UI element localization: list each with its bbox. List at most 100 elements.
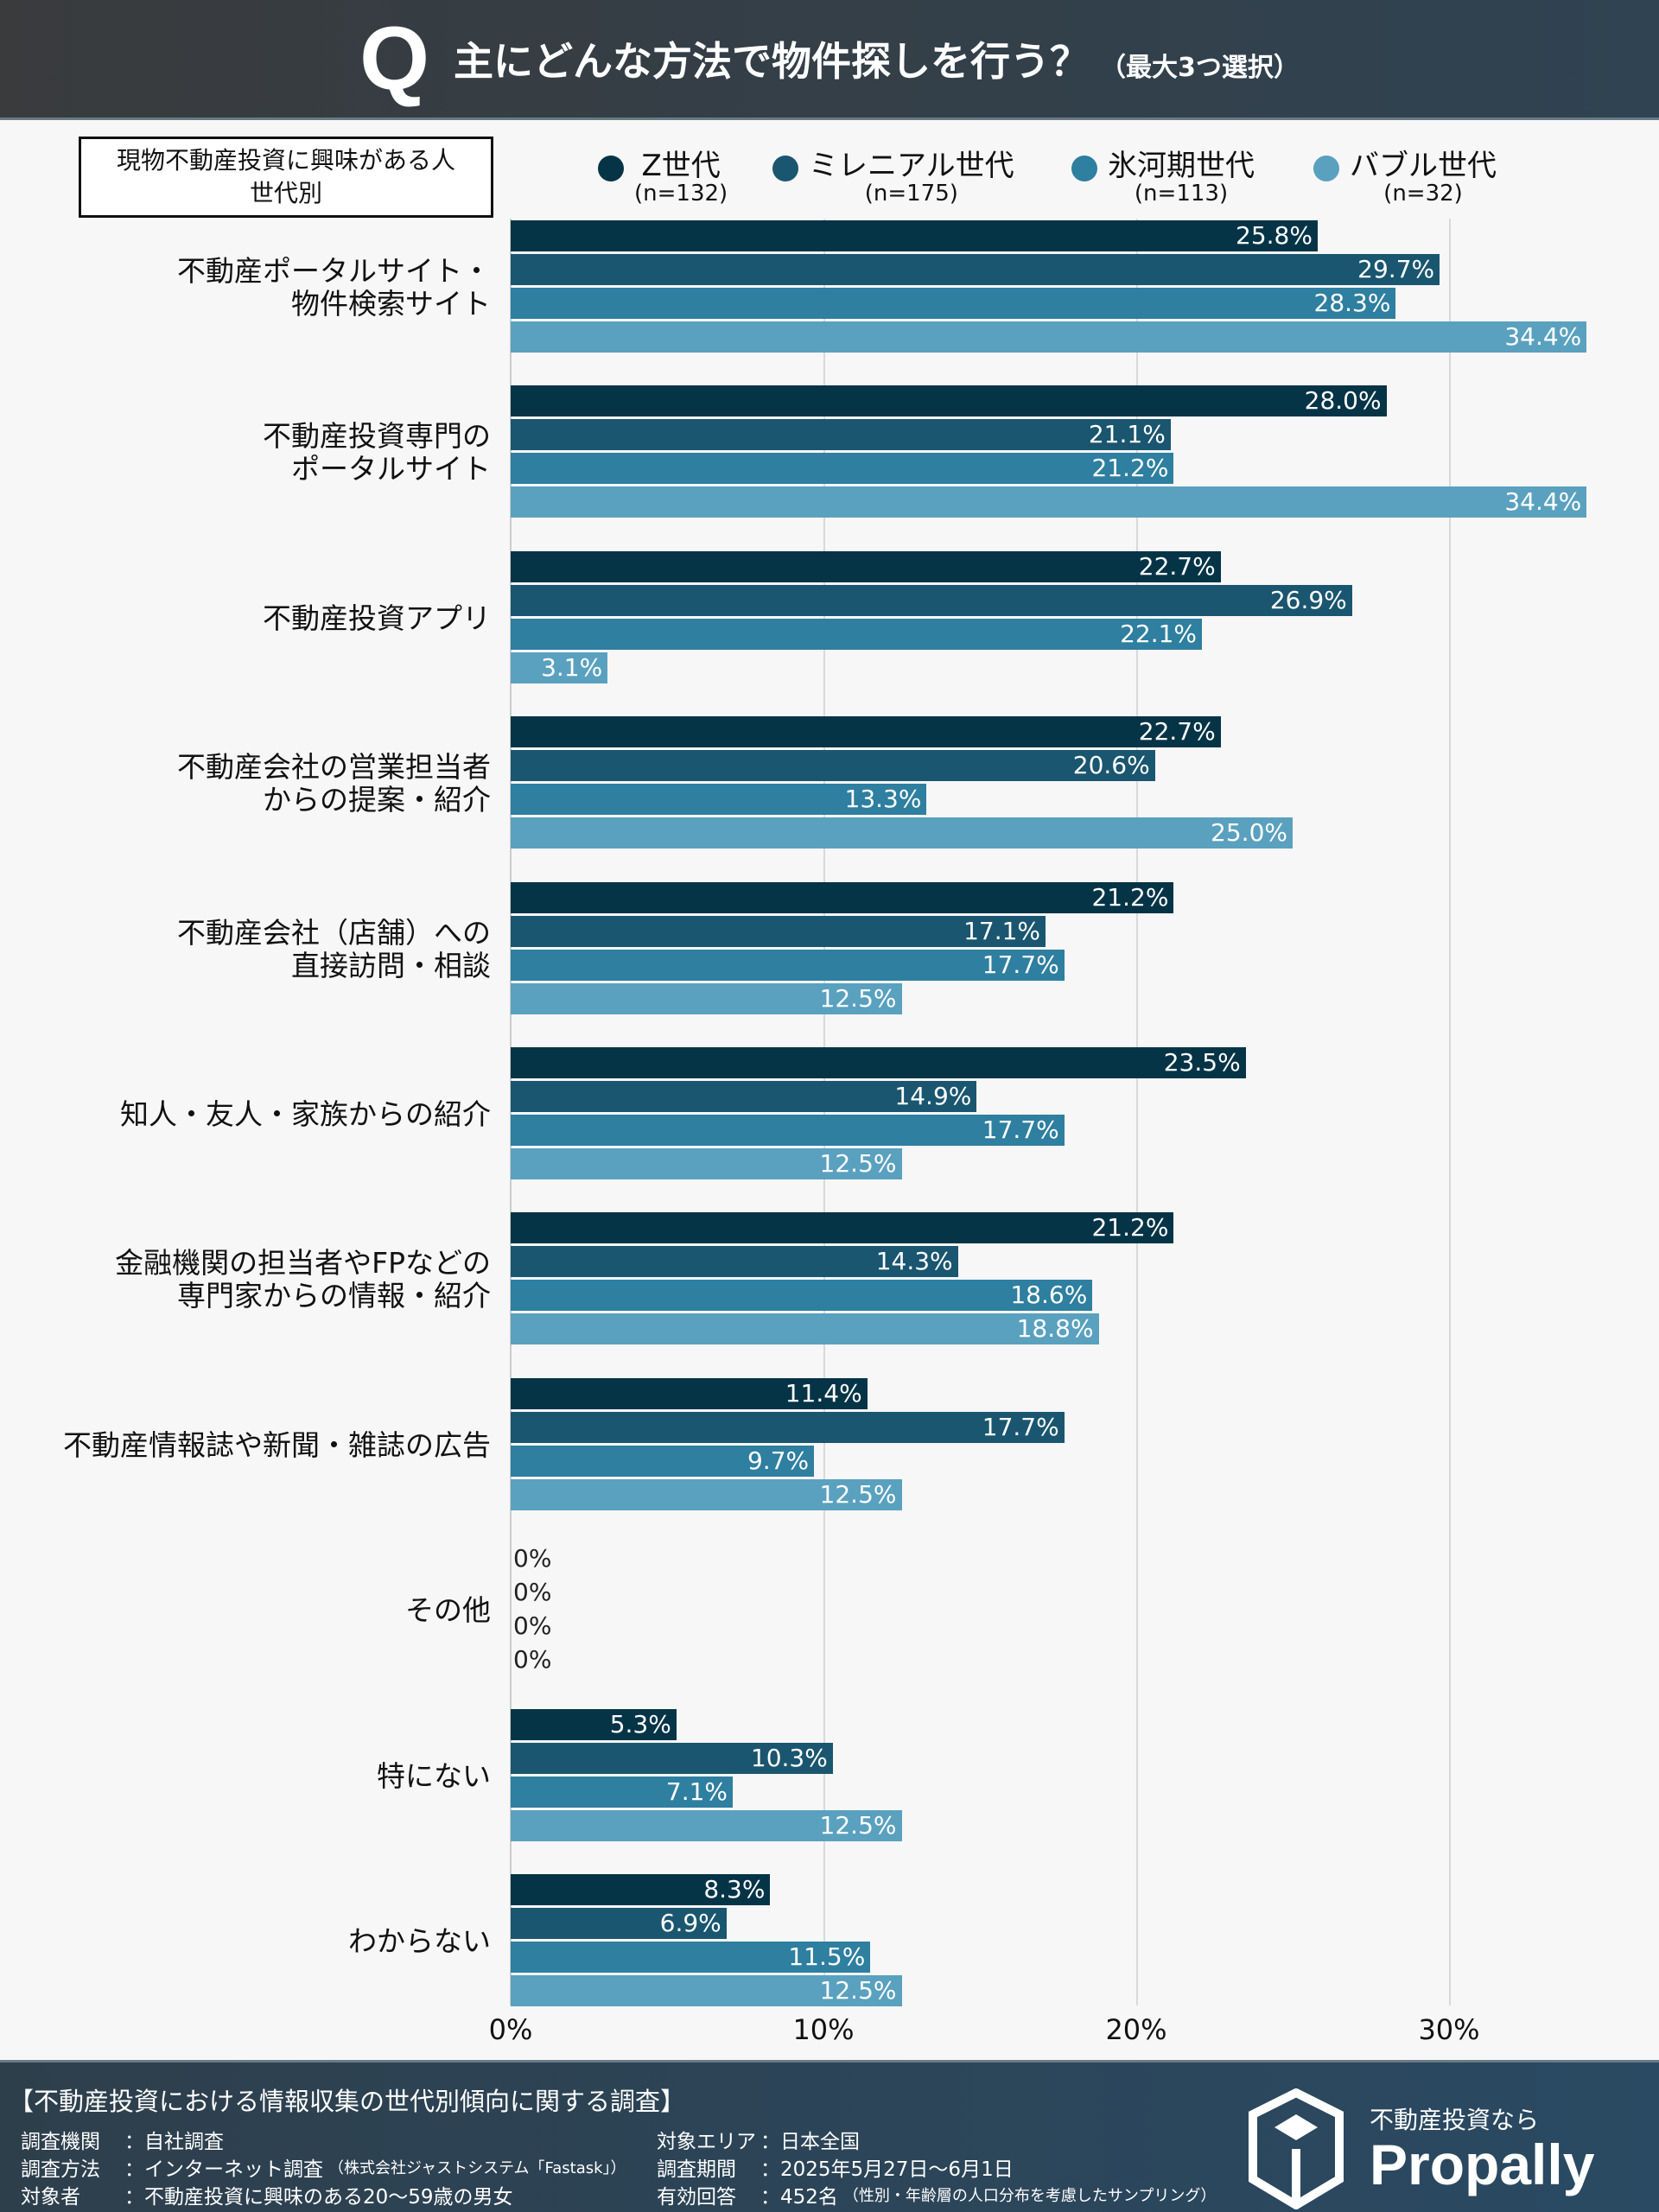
bar <box>511 1445 815 1477</box>
bar-value-label: 11.4% <box>785 1378 862 1408</box>
bar <box>511 881 1174 913</box>
survey-info-row: 対象エリア ：日本全国 <box>657 2125 860 2154</box>
bar-value-label: 8.3% <box>703 1875 766 1904</box>
legend-name: バブル世代 <box>1350 149 1497 183</box>
survey-info-value: ：452名 <box>760 2186 838 2209</box>
legend-dot-icon <box>1071 156 1097 181</box>
bar-value-label: 20.6% <box>1072 751 1150 780</box>
legend-name: Z世代 <box>641 149 721 183</box>
category-label: 不動産会社（店舗）への 直接訪問・相談 <box>177 915 491 982</box>
survey-info-key: 調査期間 <box>657 2158 736 2181</box>
bar <box>511 982 902 1014</box>
bar <box>511 419 1171 451</box>
bar <box>511 1313 1099 1345</box>
bar <box>511 1809 902 1841</box>
bar-value-label: 5.3% <box>609 1709 671 1738</box>
bar <box>511 584 1352 616</box>
category-label-line: 不動産ポータルサイト・ <box>177 254 491 288</box>
legend-text: 氷河期世代 (n=113) <box>1108 149 1255 207</box>
bar-value-label: 0% <box>513 1578 552 1607</box>
bar-value-label: 14.3% <box>875 1247 953 1276</box>
bar <box>511 1975 902 2006</box>
legend-box-line2: 世代別 <box>249 179 322 207</box>
legend-box: 現物不動産投資に興味がある人 世代別 <box>79 137 493 218</box>
legend-item: 氷河期世代 (n=113) <box>1071 149 1255 207</box>
bar <box>511 453 1174 485</box>
legend-n: (n=113) <box>1134 181 1229 207</box>
category-label-line: 不動産投資アプリ <box>263 601 491 635</box>
bar-value-label: 17.7% <box>982 1116 1059 1144</box>
bar-value-label: 26.9% <box>1269 585 1347 614</box>
bar-value-label: 18.8% <box>1016 1314 1094 1344</box>
category-label: 知人・友人・家族からの紹介 <box>120 1098 491 1131</box>
legend-name: 氷河期世代 <box>1108 149 1255 183</box>
survey-info-key: 対象者 <box>21 2186 80 2209</box>
survey-info-key: 調査機関 <box>21 2131 100 2153</box>
legend-name: ミレニアル世代 <box>809 149 1014 183</box>
survey-info-note: （株式会社ジャストシステム「Fastask」） <box>328 2159 626 2177</box>
category-label: 不動産会社の営業担当者 からの提案・紹介 <box>177 751 491 817</box>
bar <box>511 915 1046 947</box>
bar <box>511 1478 902 1510</box>
bar-value-label: 34.4% <box>1504 322 1582 351</box>
bar <box>511 321 1587 353</box>
legend-text: Z世代 (n=132) <box>634 149 728 207</box>
bar <box>511 618 1203 650</box>
bar <box>511 1115 1065 1146</box>
survey-info-row: 調査方法 ：インターネット調査 （株式会社ジャストシステム「Fastask」） <box>21 2152 626 2182</box>
gridline <box>823 219 825 2005</box>
bar <box>511 486 1587 518</box>
bar-value-label: 12.5% <box>819 983 897 1013</box>
bar <box>511 1742 833 1774</box>
x-tick-label: 10% <box>792 2013 855 2046</box>
bar-value-label: 21.2% <box>1091 882 1169 912</box>
bar-value-label: 6.9% <box>659 1909 721 1937</box>
category-label: 金融機関の担当者やFPなどの 専門家からの情報・紹介 <box>115 1247 491 1313</box>
bar-value-label: 23.5% <box>1163 1048 1241 1077</box>
chart: 0% 10% 20% 30% 不動産ポータルサイト・ 物件検索サイト 25.8% 29.7% 2… <box>63 219 1587 2046</box>
category-label-line: ポータルサイト <box>291 452 491 486</box>
legend-n: (n=132) <box>634 181 728 207</box>
bar-value-label: 0% <box>513 1544 552 1573</box>
bar-value-label: 0% <box>513 1645 552 1675</box>
y-axis-line <box>510 219 512 2005</box>
bar-value-label: 25.0% <box>1211 818 1287 848</box>
bar-value-label: 29.7% <box>1357 255 1435 283</box>
survey-info-value: ：2025年5月27日〜6月1日 <box>760 2158 1014 2181</box>
category-label-line: 特にない <box>377 1758 491 1793</box>
survey-info-key: 調査方法 <box>21 2158 100 2181</box>
x-tick-label: 20% <box>1105 2013 1167 2046</box>
category-label: 不動産ポータルサイト・ 物件検索サイト <box>177 255 491 321</box>
category-label-line: 専門家からの情報・紹介 <box>177 1279 491 1313</box>
bar-value-label: 18.6% <box>1010 1281 1088 1310</box>
bar <box>511 385 1387 417</box>
survey-info-key: 有効回答 <box>657 2186 736 2209</box>
legend-n: (n=175) <box>864 181 958 207</box>
bar-value-label: 11.5% <box>788 1942 866 1971</box>
bar-value-label: 28.0% <box>1304 386 1382 416</box>
legend-item: バブル世代 (n=32) <box>1313 149 1497 207</box>
category-label-line: 不動産会社（店舗）への <box>177 915 491 950</box>
propally-logo-icon <box>1249 2088 1344 2209</box>
legend-n: (n=32) <box>1383 181 1463 207</box>
bar-value-label: 3.1% <box>541 652 603 682</box>
legend-dot-icon <box>598 156 624 181</box>
bar-value-label: 17.1% <box>963 916 1041 945</box>
bar <box>511 949 1065 981</box>
bar <box>511 550 1221 582</box>
category-label-line: わからない <box>348 1924 491 1958</box>
bar-value-label: 12.5% <box>819 1479 897 1509</box>
category-label-line: からの提案・紹介 <box>263 783 491 817</box>
bar-value-label: 17.7% <box>982 1412 1059 1441</box>
category-label-line: 不動産会社の営業担当者 <box>177 750 491 785</box>
bar <box>511 1942 871 1973</box>
category-label: その他 <box>405 1594 491 1627</box>
bar <box>511 1708 677 1740</box>
legend-box-line1: 現物不動産投資に興味がある人 <box>116 146 455 175</box>
legend-text: バブル世代 (n=32) <box>1350 149 1497 207</box>
bar-value-label: 12.5% <box>819 1976 897 2005</box>
logo-tagline: 不動産投資なら <box>1370 2106 1540 2134</box>
bar <box>511 784 927 816</box>
bar <box>511 220 1318 251</box>
category-label-line: 不動産投資専門の <box>263 419 491 454</box>
